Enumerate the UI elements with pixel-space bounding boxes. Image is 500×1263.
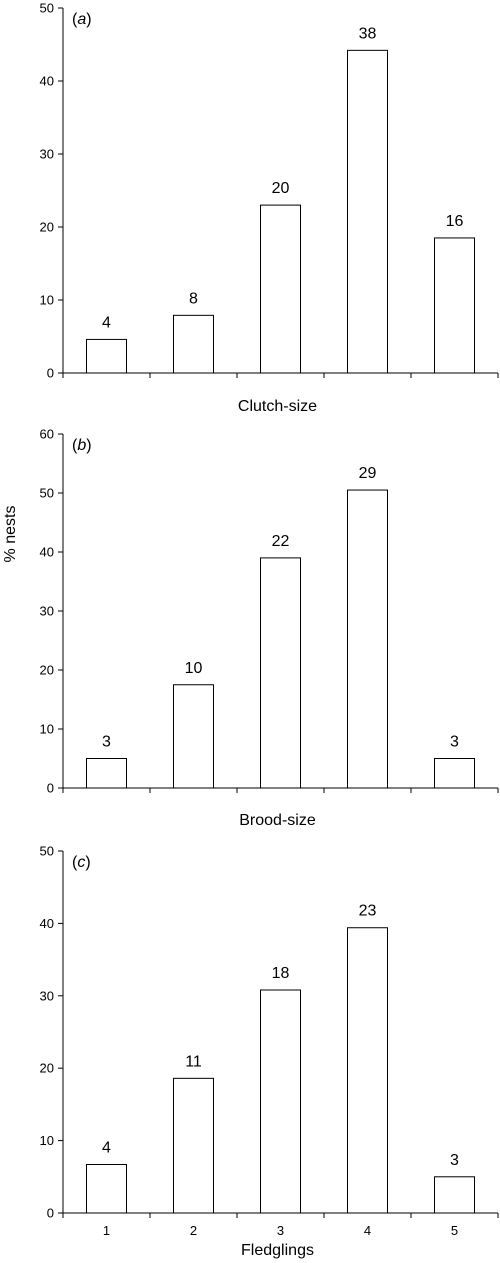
bar-5 xyxy=(434,1176,475,1214)
bar-count-label: 18 xyxy=(272,965,290,982)
y-tick-label: 60 xyxy=(40,427,54,442)
y-tick-label: 10 xyxy=(40,293,54,308)
x-axis-label: Fledglings xyxy=(241,1242,314,1259)
panel-a-chart: 0 10 20 30 40 50 4 8 20 38 16 Clutch-size (a) xyxy=(40,1,499,415)
bar-count-label: 3 xyxy=(450,734,459,751)
bar-count-label: 23 xyxy=(359,903,377,920)
x-tick-label: 4 xyxy=(364,1223,371,1238)
bar-4 xyxy=(347,927,388,1214)
panel-label: (c) xyxy=(72,854,91,871)
bar-count-label: 22 xyxy=(272,533,290,550)
bar-count-label: 10 xyxy=(185,660,203,677)
y-tick-label: 0 xyxy=(47,366,54,381)
y-tick-label: 50 xyxy=(40,844,54,859)
bar-2 xyxy=(173,684,214,789)
bar-2 xyxy=(173,314,214,374)
x-tick-label: 1 xyxy=(103,1223,110,1238)
bar-3 xyxy=(260,204,301,374)
bar-count-label: 8 xyxy=(189,290,198,307)
bar-3 xyxy=(260,557,301,789)
y-tick-label: 20 xyxy=(40,1061,54,1076)
bar-count-label: 3 xyxy=(102,734,111,751)
bar-1 xyxy=(86,338,127,374)
x-axis-label: Brood-size xyxy=(239,812,316,829)
bar-3 xyxy=(260,989,301,1214)
y-tick-label: 40 xyxy=(40,545,54,560)
bar-1 xyxy=(86,1163,127,1214)
bar-5 xyxy=(434,237,475,374)
bar-4 xyxy=(347,489,388,789)
x-tick-label: 5 xyxy=(451,1223,458,1238)
bar-count-label: 4 xyxy=(102,314,111,331)
bar-1 xyxy=(86,758,127,789)
bar-4 xyxy=(347,49,388,374)
bar-count-label: 38 xyxy=(359,25,377,42)
bar-count-label: 16 xyxy=(446,213,464,230)
panel-b-chart: 0 10 20 30 40 50 60 3 10 22 29 3 Brood-size (b) xyxy=(40,427,499,829)
y-tick-label: 30 xyxy=(40,604,54,619)
x-tick-label: 2 xyxy=(190,1223,197,1238)
y-tick-label: 0 xyxy=(47,1206,54,1221)
bar-count-label: 29 xyxy=(359,465,377,482)
y-tick-label: 20 xyxy=(40,220,54,235)
y-axis-label: % nests xyxy=(2,506,19,563)
bar-5 xyxy=(434,758,475,789)
bar-count-label: 20 xyxy=(272,180,290,197)
y-tick-label: 50 xyxy=(40,1,54,16)
y-tick-label: 40 xyxy=(40,74,54,89)
bar-count-label: 3 xyxy=(450,1152,459,1169)
x-axis-label: Clutch-size xyxy=(238,398,317,415)
y-tick-label: 20 xyxy=(40,663,54,678)
bar-count-label: 11 xyxy=(185,1053,202,1070)
bar-2 xyxy=(173,1077,214,1214)
y-tick-label: 0 xyxy=(47,781,54,796)
y-tick-label: 30 xyxy=(40,988,54,1003)
panel-label: (b) xyxy=(72,437,92,454)
y-tick-label: 30 xyxy=(40,147,54,162)
y-tick-label: 10 xyxy=(40,1133,54,1148)
x-tick-label: 3 xyxy=(277,1223,284,1238)
y-tick-label: 40 xyxy=(40,916,54,931)
panel-label: (a) xyxy=(72,11,92,28)
bar-count-label: 4 xyxy=(102,1139,111,1156)
y-tick-label: 50 xyxy=(40,486,54,501)
y-tick-label: 10 xyxy=(40,722,54,737)
